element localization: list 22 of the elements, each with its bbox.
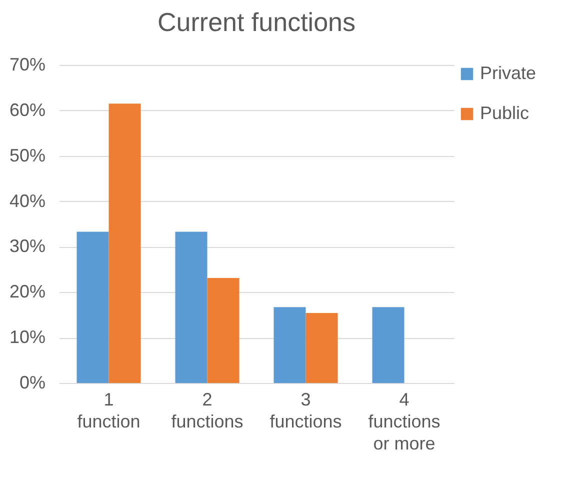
x-tick-label: 4 functions or more <box>368 390 440 454</box>
y-tick-label: 10% <box>9 327 46 348</box>
bar <box>108 104 141 383</box>
y-tick-label: 50% <box>9 145 46 166</box>
bar <box>372 307 404 383</box>
y-tick-label: 0% <box>19 372 46 392</box>
bar <box>175 232 208 383</box>
x-tick-label: 3 functions <box>270 390 342 432</box>
x-tick-label: 2 functions <box>171 390 244 432</box>
y-tick-label: 20% <box>9 282 46 302</box>
bar <box>306 313 338 383</box>
x-tick-label: 1 function <box>77 390 140 432</box>
y-tick-label: 30% <box>9 236 46 256</box>
y-tick-label: 60% <box>9 100 46 120</box>
bar <box>207 278 240 383</box>
y-tick-label: 40% <box>9 190 46 211</box>
legend-label: Private <box>480 63 536 83</box>
legend-label: Public <box>480 103 530 123</box>
bar <box>76 232 109 383</box>
bar <box>274 307 306 383</box>
y-tick-label: 70% <box>9 54 46 74</box>
chart-title: Current functions <box>158 7 356 37</box>
